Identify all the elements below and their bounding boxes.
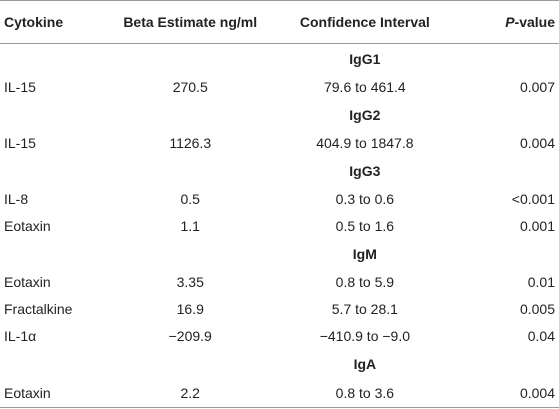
group-row-iga: IgA <box>0 349 559 378</box>
group-spacer <box>0 239 110 268</box>
cell-cytokine: IL-15 <box>4 134 36 151</box>
cell-beta: 3.35 <box>176 273 204 290</box>
group-spacer <box>110 44 270 74</box>
group-label: IgM <box>352 245 377 262</box>
cell-ci: 5.7 to 28.1 <box>331 300 398 317</box>
cell-cytokine: IL-1α <box>4 327 37 344</box>
group-spacer <box>0 100 110 129</box>
table-row: IL-1α −209.9 −410.9 to −9.0 0.04 <box>0 322 559 349</box>
cell-ci: 0.8 to 5.9 <box>335 273 395 290</box>
group-label: IgG3 <box>349 162 381 179</box>
cell-beta: 270.5 <box>172 78 208 95</box>
group-spacer <box>460 156 559 185</box>
group-label: IgG1 <box>349 50 381 67</box>
table-row: IL-15 270.5 79.6 to 461.4 0.007 <box>0 73 559 100</box>
cell-p-value: <0.001 <box>511 190 555 207</box>
header-p-value: P-value <box>459 0 559 44</box>
group-row-igm: IgM <box>0 239 559 268</box>
cell-ci: 404.9 to 1847.8 <box>316 134 414 151</box>
table-body: IgG1 IL-15 270.5 79.6 to 461.4 0.007 IgG… <box>0 44 559 408</box>
cell-ci: 79.6 to 461.4 <box>323 78 406 95</box>
cell-ci: 0.5 to 1.6 <box>335 217 395 234</box>
cell-cytokine: IL-8 <box>4 190 29 207</box>
cell-p-value: 0.01 <box>527 273 555 290</box>
cell-p-value: 0.005 <box>519 300 555 317</box>
group-spacer <box>460 44 559 74</box>
cell-p-value: 0.001 <box>519 217 555 234</box>
table-row: Eotaxin 1.1 0.5 to 1.6 0.001 <box>0 212 559 239</box>
cell-cytokine: IL-15 <box>4 78 36 95</box>
header-cytokine: Cytokine <box>0 0 111 44</box>
cell-beta: 1126.3 <box>169 134 212 151</box>
table-row: IL-8 0.5 0.3 to 0.6 <0.001 <box>0 185 559 212</box>
group-row-igg3: IgG3 <box>0 156 559 185</box>
cell-cytokine: Eotaxin <box>4 217 51 234</box>
group-spacer <box>110 156 270 185</box>
group-label: IgA <box>353 355 377 372</box>
group-spacer <box>110 239 270 268</box>
header-p-suffix: -value <box>514 14 555 30</box>
table-row: Eotaxin 2.2 0.8 to 3.6 0.004 <box>0 378 559 408</box>
group-row-igg2: IgG2 <box>0 100 559 129</box>
header-row: Cytokine Beta Estimate ng/ml Confidence … <box>0 0 559 44</box>
group-spacer <box>460 349 559 378</box>
cell-ci: 0.8 to 3.6 <box>270 378 460 408</box>
cell-beta: 2.2 <box>110 378 271 408</box>
group-row-igg1: IgG1 <box>0 44 559 74</box>
group-spacer <box>110 349 270 378</box>
header-beta-estimate: Beta Estimate ng/ml <box>110 0 271 44</box>
cell-beta: 16.9 <box>176 300 204 317</box>
group-spacer <box>110 100 270 129</box>
cell-beta: −209.9 <box>168 327 212 344</box>
cell-beta: 0.5 <box>180 190 200 207</box>
group-spacer <box>460 239 559 268</box>
group-spacer <box>0 156 110 185</box>
cell-p-value: 0.007 <box>519 78 555 95</box>
group-spacer <box>0 349 110 378</box>
cell-ci: 0.3 to 0.6 <box>335 190 395 207</box>
cell-cytokine: Eotaxin <box>4 273 51 290</box>
cell-p-value: 0.004 <box>519 134 555 151</box>
cell-p-value: 0.04 <box>527 327 555 344</box>
cell-cytokine: Eotaxin <box>0 378 111 408</box>
header-p-letter: P <box>505 14 515 30</box>
group-spacer <box>460 100 559 129</box>
header-confidence-interval: Confidence Interval <box>270 0 460 44</box>
group-spacer <box>0 44 110 74</box>
cell-cytokine: Fractalkine <box>4 300 73 317</box>
group-label: IgG2 <box>349 106 381 123</box>
table-row: Fractalkine 16.9 5.7 to 28.1 0.005 <box>0 295 559 322</box>
cell-p-value: 0.004 <box>459 378 559 408</box>
table-row: Eotaxin 3.35 0.8 to 5.9 0.01 <box>0 268 559 295</box>
cell-ci: −410.9 to −9.0 <box>319 327 411 344</box>
table-row: IL-15 1126.3 404.9 to 1847.8 0.004 <box>0 129 559 156</box>
table-header: Cytokine Beta Estimate ng/ml Confidence … <box>0 0 559 44</box>
cell-beta: 1.1 <box>180 217 200 234</box>
